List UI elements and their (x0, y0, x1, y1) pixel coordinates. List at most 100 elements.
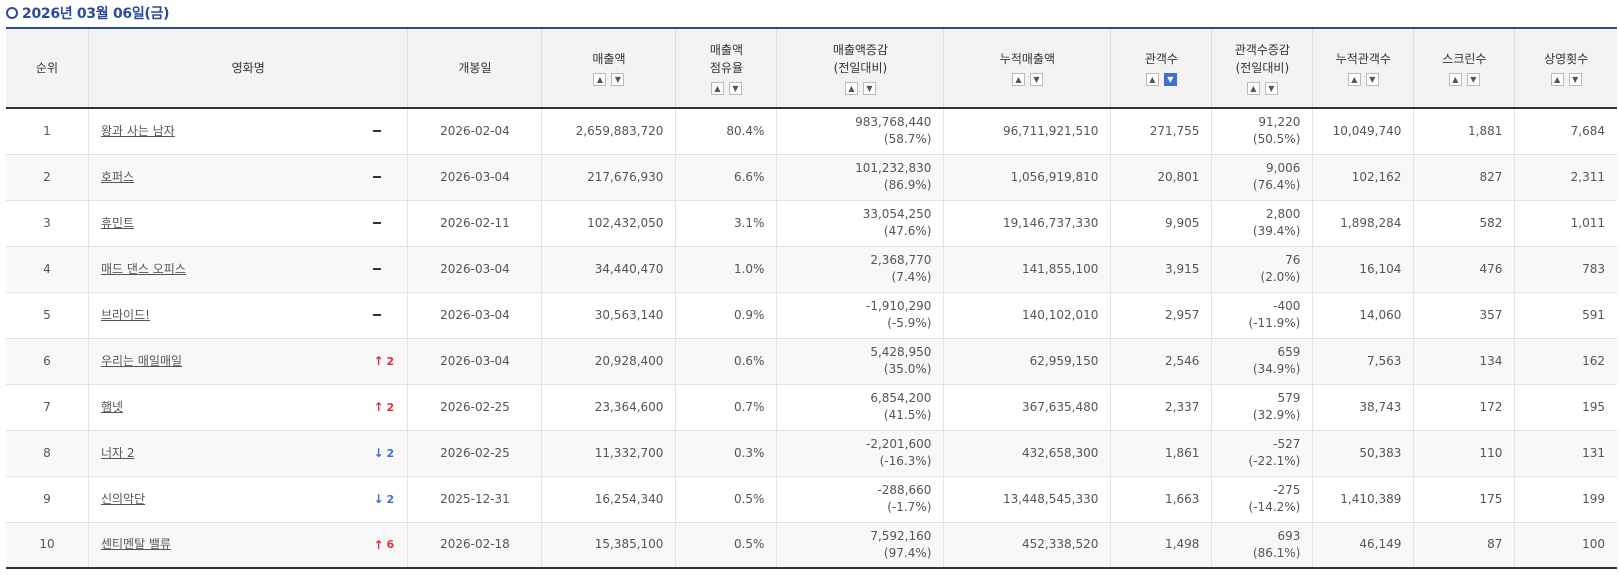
movie-title-link[interactable]: 우리는 매일매일 (100, 353, 183, 368)
shows-value: 2,311 (1570, 169, 1605, 184)
sales-cell: 102,432,050 (541, 200, 676, 247)
shows-value: 195 (1582, 399, 1605, 414)
sort-down-icon[interactable]: ▼ (611, 73, 625, 86)
audience-change-cell: 579 (32.9%) (1211, 384, 1313, 431)
rank-value: 7 (43, 399, 51, 414)
rank-change-indicator: ↑ 2 (373, 353, 395, 370)
release-value: 2026-02-18 (440, 537, 510, 552)
sort-down-icon[interactable]: ▼ (862, 82, 876, 95)
sort-down-icon[interactable]: ▼ (1466, 73, 1480, 86)
audience-change-cell: 76 (2.0%) (1211, 246, 1313, 293)
sort-up-icon[interactable]: ▲ (1550, 73, 1564, 86)
col-sales-change: 매출액증감 (전일대비) ▲ ▼ (776, 27, 944, 109)
release-value: 2026-02-25 (440, 445, 510, 460)
title-cell: 휴민트 (87, 200, 408, 247)
movie-title-link[interactable]: 햄넷 (100, 399, 124, 414)
arrow-down-icon: ↓ (373, 492, 384, 506)
rank-cell: 8 (6, 430, 89, 477)
rank-cell: 6 (6, 338, 89, 385)
col-title: 영화명 (87, 27, 408, 109)
col-cum-sales: 누적매출액 ▲ ▼ (943, 27, 1111, 109)
sales-value: 16,254,340 (594, 491, 664, 506)
sales-change-cell: -2,201,600 (-16.3%) (776, 430, 944, 477)
sales-change-cell: 2,368,770 (7.4%) (776, 246, 944, 293)
cum-audience-cell: 102,162 (1312, 154, 1414, 201)
sales-value: 11,332,700 (594, 445, 664, 460)
screens-cell: 827 (1413, 154, 1515, 201)
sort-up-icon[interactable]: ▲ (593, 73, 607, 86)
shows-value: 199 (1582, 491, 1605, 506)
rank-value: 8 (43, 445, 51, 460)
sort-down-icon[interactable]: ▼ (1029, 73, 1043, 86)
sales-diff-pct-value: (-1.7%) (887, 500, 932, 514)
cum-audience-value: 7,563 (1367, 353, 1402, 368)
sales-value: 217,676,930 (587, 169, 664, 184)
aud-diff-value: 2,800 (1266, 207, 1301, 221)
cum-audience-value: 1,898,284 (1340, 215, 1402, 230)
rank-cell: 4 (6, 246, 89, 293)
cum-audience-value: 16,104 (1359, 261, 1402, 276)
rank-value: 6 (43, 353, 51, 368)
sales-diff-pct-value: (58.7%) (883, 132, 932, 147)
sort-up-icon[interactable]: ▲ (1246, 82, 1260, 95)
cum-sales-cell: 141,855,100 (943, 246, 1111, 293)
movie-title-link[interactable]: 왕과 사는 남자 (100, 123, 175, 138)
movie-title-link[interactable]: 호퍼스 (100, 169, 135, 184)
sales-cell: 34,440,470 (541, 246, 676, 293)
share-value: 0.5% (733, 491, 765, 506)
screens-value: 110 (1479, 445, 1503, 460)
sort-up-icon[interactable]: ▲ (710, 82, 724, 95)
rank-change-indicator (373, 176, 395, 178)
rank-change-indicator (373, 314, 395, 316)
sort-down-icon[interactable]: ▼ (1264, 82, 1278, 95)
share-cell: 0.5% (675, 476, 777, 523)
screens-cell: 357 (1413, 292, 1515, 339)
table-row: 1 왕과 사는 남자 2026-02-04 2,659,883,720 80.4… (6, 108, 1617, 155)
audience-value: 1,861 (1165, 445, 1200, 460)
sort-up-icon[interactable]: ▲ (1011, 73, 1025, 86)
shows-value: 162 (1582, 353, 1605, 368)
sort-up-icon[interactable]: ▲ (1145, 73, 1159, 86)
aud-diff-pct-value: (76.4%) (1252, 178, 1301, 192)
sales-diff-value: 2,368,770 (870, 253, 932, 267)
sort-up-icon[interactable]: ▲ (844, 82, 858, 95)
sort-down-icon[interactable]: ▼ (1163, 73, 1177, 86)
sort-down-icon[interactable]: ▼ (1568, 73, 1582, 86)
rank-value: 10 (39, 537, 55, 552)
release-date-cell: 2026-02-25 (407, 384, 542, 431)
title-cell: 브라이드! (87, 292, 408, 339)
release-value: 2026-02-11 (440, 215, 510, 230)
rank-cell: 1 (6, 108, 89, 155)
rank-value: 9 (43, 491, 51, 506)
sales-diff-value: 101,232,830 (855, 161, 932, 175)
audience-cell: 20,801 (1110, 154, 1212, 201)
table-row: 4 매드 댄스 오피스 2026-03-04 34,440,470 1.0% 2… (6, 246, 1617, 293)
movie-title-link[interactable]: 너자 2 (100, 445, 135, 460)
sort-down-icon[interactable]: ▼ (728, 82, 742, 95)
screens-cell: 582 (1413, 200, 1515, 247)
movie-title-link[interactable]: 센티멘탈 밸류 (100, 537, 172, 552)
movie-title-link[interactable]: 휴민트 (100, 215, 135, 230)
aud-diff-value: 659 (1277, 345, 1301, 359)
movie-title-link[interactable]: 신의악단 (100, 491, 146, 506)
audience-value: 2,337 (1165, 399, 1200, 414)
col-shows-label: 상영횟수 (1544, 52, 1589, 66)
audience-value: 9,905 (1165, 215, 1200, 230)
sort-up-icon[interactable]: ▲ (1448, 73, 1462, 86)
sales-cell: 11,332,700 (541, 430, 676, 477)
release-date-cell: 2026-02-04 (407, 108, 542, 155)
table-row: 3 휴민트 2026-02-11 102,432,050 3.1% 33,054… (6, 200, 1617, 247)
cum-sales-cell: 1,056,919,810 (943, 154, 1111, 201)
sales-diff-value: 983,768,440 (855, 115, 932, 130)
screens-value: 87 (1487, 537, 1503, 552)
movie-title-link[interactable]: 브라이드! (100, 307, 150, 322)
aud-diff-pct-value: (-14.2%) (1248, 500, 1301, 514)
rank-change-value: 6 (386, 538, 395, 552)
audience-change-cell: 693 (86.1%) (1211, 522, 1313, 569)
sort-up-icon[interactable]: ▲ (1347, 73, 1361, 86)
audience-value: 2,546 (1165, 353, 1200, 368)
movie-title-link[interactable]: 매드 댄스 오피스 (100, 261, 186, 276)
sort-down-icon[interactable]: ▼ (1365, 73, 1379, 86)
col-cum-sales-label: 누적매출액 (999, 52, 1055, 66)
audience-value: 271,755 (1149, 123, 1200, 138)
